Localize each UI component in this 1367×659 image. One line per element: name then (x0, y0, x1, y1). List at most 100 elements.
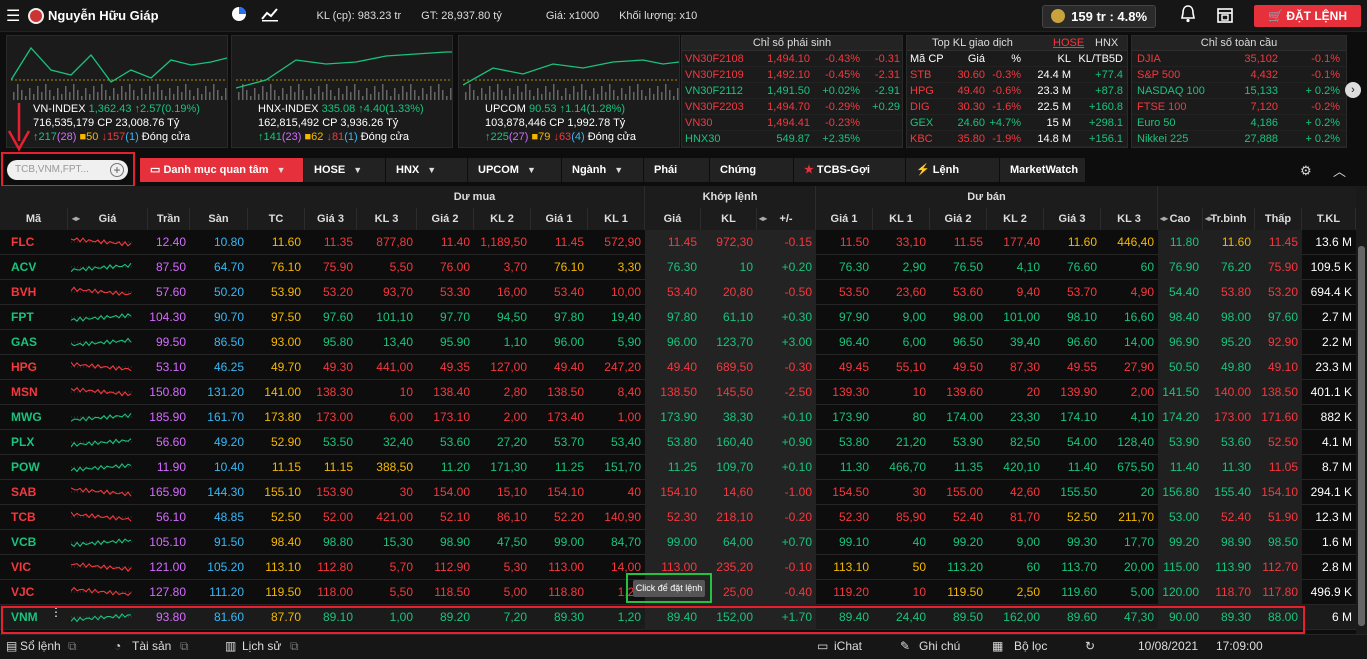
stock-symbol[interactable]: VJC (11, 585, 35, 599)
header-total-vol[interactable]: T.KL (1302, 208, 1356, 230)
stock-symbol[interactable]: MSN (11, 385, 38, 399)
gear-icon[interactable]: ⚙ (1300, 163, 1312, 178)
popout-icon[interactable]: ⧉ (290, 639, 299, 653)
header-bid-vol-1[interactable]: KL 1 (588, 208, 645, 230)
index-panel[interactable]: VN-INDEX 1,362.43 ↑2.57(0.19%) 716,535,17… (6, 35, 228, 148)
derivative-row[interactable]: HNX30 549.87 +2.35% (682, 131, 902, 147)
header-bid-price-3[interactable]: Giá 3 (305, 208, 357, 230)
header-ask-vol-1[interactable]: KL 1 (873, 208, 930, 230)
stock-symbol[interactable]: VNM (11, 610, 38, 624)
global-index-row[interactable]: S&P 500 4,432 -0.1% (1132, 67, 1346, 83)
table-row[interactable]: ACV 87.50 64.70 76.10 75.90 5,50 76.00 3,70 76.1… (0, 255, 1356, 280)
tab-0[interactable]: ▭ Danh mục quan tâm ▼ (140, 158, 304, 182)
filter-button[interactable]: Bộ lọc (1014, 639, 1048, 653)
sort-icon[interactable]: ◂▸ (759, 214, 768, 223)
global-index-row[interactable]: Nikkei 225 27,888 + 0.2% (1132, 131, 1346, 147)
header-ref[interactable]: TC (248, 208, 305, 230)
table-row[interactable]: FLC 12.40 10.80 11.60 11.35 877,80 11.40 1,189,… (0, 230, 1356, 255)
stock-symbol[interactable]: GAS (11, 335, 38, 349)
table-row[interactable]: MWG 185.90 161.70 173.80 173.00 6,00 173.10 2,0… (0, 405, 1356, 430)
notes-button[interactable]: Ghi chú (919, 639, 961, 653)
tab-hnx[interactable]: HNX (1095, 37, 1119, 49)
market-chart-icon[interactable] (260, 6, 279, 25)
order-book-tab[interactable]: Sổ lệnh (20, 639, 61, 653)
top-volume-row[interactable]: DIG 30.30 -1.6% 22.5 M +160.8 (907, 99, 1127, 115)
table-row[interactable]: GAS 99.50 86.50 93.00 95.80 13,40 95.90 1,10 96.… (0, 330, 1356, 355)
derivative-row[interactable]: VN30 1,494.41 -0.23% (682, 115, 902, 131)
top-volume-row[interactable]: HPG 49.40 -0.6% 23.3 M +87.8 (907, 83, 1127, 99)
header-bid-vol-2[interactable]: KL 2 (474, 208, 531, 230)
header-ask-price-3[interactable]: Giá 3 (1044, 208, 1101, 230)
tab-4[interactable]: Ngành ▼ (562, 158, 644, 182)
header-low[interactable]: Thấp (1255, 208, 1302, 230)
header-bid-price-1[interactable]: Giá 1 (531, 208, 588, 230)
chevron-up-icon[interactable]: ︿ (1333, 164, 1347, 179)
stock-symbol[interactable]: POW (11, 460, 40, 474)
top-volume-row[interactable]: STB 30.60 -0.3% 24.4 M +77.4 (907, 67, 1127, 83)
sort-icon[interactable]: ◂▸ (1205, 214, 1214, 223)
header-ask-price-2[interactable]: Giá 2 (930, 208, 987, 230)
stock-symbol[interactable]: VCB (11, 535, 37, 549)
stock-symbol[interactable]: ACV (11, 260, 37, 274)
tab-3[interactable]: UPCOM ▼ (468, 158, 562, 182)
ichat-button[interactable]: iChat (834, 639, 863, 653)
tab-hose[interactable]: HOSE (1053, 37, 1085, 49)
chevron-right-icon[interactable]: › (1345, 82, 1361, 98)
add-symbol-icon[interactable]: + (110, 163, 124, 177)
table-row[interactable]: SAB 165.90 144.30 155.10 153.90 30 154.00 15,10… (0, 480, 1356, 505)
table-row[interactable]: HPG 53.10 46.25 49.70 49.30 441,00 49.35 127,00… (0, 355, 1356, 380)
table-row[interactable]: PLX 56.60 49.20 52.90 53.50 32,40 53.60 27,20 53… (0, 430, 1356, 455)
header-change[interactable]: +/- (757, 208, 816, 230)
table-row[interactable]: POW 11.90 10.40 11.15 11.15 388,50 11.20 171,30… (0, 455, 1356, 480)
table-row[interactable]: BVH 57.60 50.20 53.90 53.20 93,70 53.30 16,00 53… (0, 280, 1356, 305)
stock-symbol[interactable]: FPT (11, 310, 34, 324)
tab-5[interactable]: Phái sinh (644, 158, 710, 200)
assets-tab[interactable]: Tài sản (132, 639, 172, 653)
header-ceiling[interactable]: Trần (148, 208, 190, 230)
header-high[interactable]: Cao (1158, 208, 1203, 230)
header-symbol[interactable]: Mã (0, 208, 68, 230)
derivative-row[interactable]: VN30F2112 1,491.50 +0.02% -2.91 (682, 83, 902, 99)
more-options-icon[interactable]: ⋮ (50, 605, 62, 619)
scrollbar-thumb[interactable] (1358, 246, 1365, 626)
scrollbar[interactable] (1356, 186, 1367, 634)
global-index-row[interactable]: FTSE 100 7,120 -0.2% (1132, 99, 1346, 115)
stock-symbol[interactable]: PLX (11, 435, 35, 449)
calendar-icon[interactable] (1216, 6, 1234, 27)
top-volume-row[interactable]: KBC 35.80 -1.9% 14.8 M +156.1 (907, 131, 1127, 147)
stock-symbol[interactable]: MWG (11, 410, 42, 424)
sort-icon[interactable]: ◂▸ (1160, 214, 1169, 223)
header-match-price[interactable]: Giá (645, 208, 701, 230)
global-index-row[interactable]: NASDAQ 100 15,133 + 0.2% (1132, 83, 1346, 99)
search-input[interactable]: TCB,VNM,FPT... + (7, 160, 128, 180)
derivative-row[interactable]: VN30F2203 1,494.70 -0.29% +0.29 (682, 99, 902, 115)
avatar[interactable] (28, 7, 44, 24)
table-row[interactable]: VNM ⋮ 93.80 81.60 87.70 89.10 1,00 89.20 7,20 89.… (0, 605, 1356, 630)
header-ask-vol-3[interactable]: KL 3 (1101, 208, 1158, 230)
stock-symbol[interactable]: HPG (11, 360, 38, 374)
tab-2[interactable]: HNX ▼ (386, 158, 468, 182)
tab-8[interactable]: ⚡ Lệnh nhanh (906, 158, 1000, 200)
user-name[interactable]: Nguyễn Hữu Giáp (48, 8, 159, 23)
top-volume-row[interactable]: GEX 24.60 +4.7% 15 M +298.1 (907, 115, 1127, 131)
header-match-vol[interactable]: KL (701, 208, 757, 230)
sort-icon[interactable]: ◂▸ (72, 214, 81, 223)
stock-symbol[interactable]: FLC (11, 235, 35, 249)
table-row[interactable]: TCB 56.10 48.85 52.50 52.00 421,00 52.10 86,10 5… (0, 505, 1356, 530)
balance-badge[interactable]: 159 tr : 4.8% (1042, 4, 1157, 28)
global-index-row[interactable]: Euro 50 4,186 + 0.2% (1132, 115, 1346, 131)
tab-1[interactable]: HOSE ▼ (304, 158, 386, 182)
derivative-row[interactable]: VN30F2108 1,494.10 -0.43% -0.31 (682, 51, 902, 67)
stock-symbol[interactable]: TCB (11, 510, 36, 524)
stock-symbol[interactable]: BVH (11, 285, 37, 299)
table-row[interactable]: VCB 105.10 91.50 98.40 98.80 15,30 98.90 47,50 9… (0, 530, 1356, 555)
popout-icon[interactable]: ⧉ (180, 639, 189, 653)
header-chart[interactable]: Giá (68, 208, 148, 230)
order-tooltip-text[interactable]: Click để đặt lệnh (633, 580, 705, 597)
pie-chart-icon[interactable] (231, 6, 247, 25)
history-tab[interactable]: Lịch sử (242, 639, 282, 653)
refresh-icon[interactable]: ↻ (1085, 639, 1096, 653)
stock-symbol[interactable]: VIC (11, 560, 32, 574)
table-row[interactable]: FPT 104.30 90.70 97.50 97.60 101,10 97.70 94,50… (0, 305, 1356, 330)
menu-icon[interactable]: ☰ (6, 7, 21, 25)
